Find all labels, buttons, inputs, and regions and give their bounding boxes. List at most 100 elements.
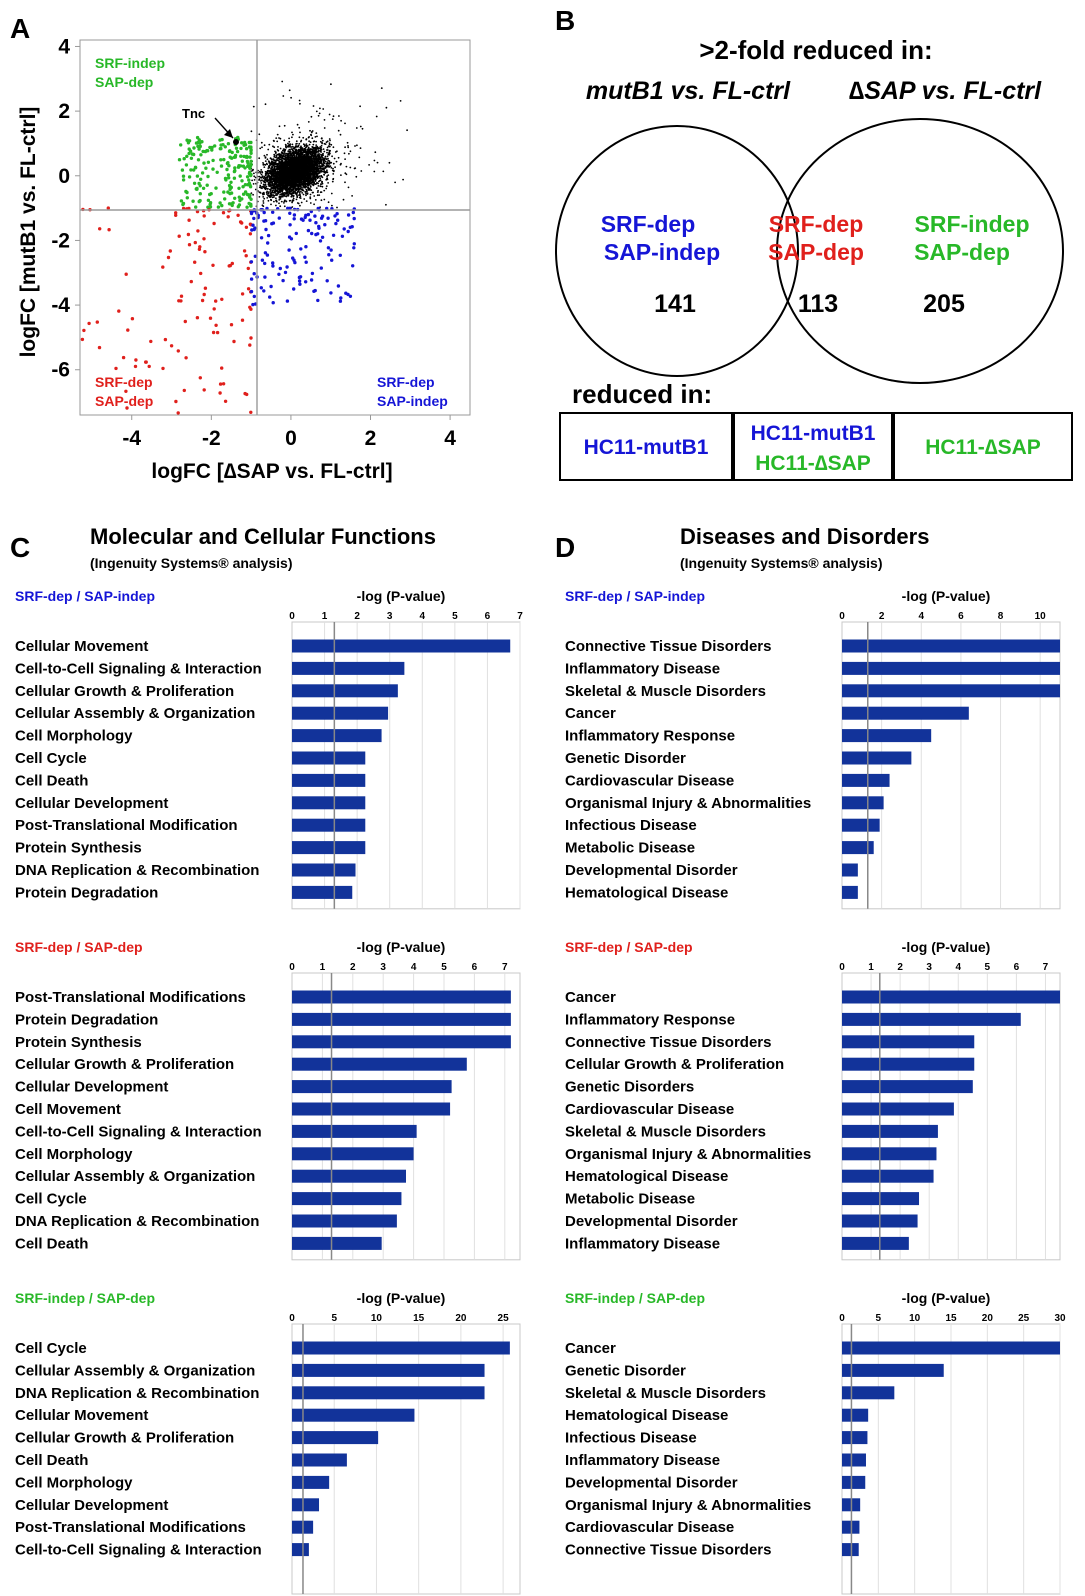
scatter-point: [327, 162, 330, 165]
scatter-point: [297, 279, 302, 283]
scatter-point: [269, 163, 272, 166]
scatter-point: [271, 261, 275, 265]
scatter-point: [323, 158, 326, 161]
scatter-point: [245, 205, 249, 209]
scatter-point: [161, 265, 165, 269]
scatter-point: [276, 159, 279, 162]
scatter-point: [287, 178, 290, 181]
scatter-point: [290, 161, 293, 164]
scatter-point: [323, 189, 326, 192]
scatter-point: [306, 160, 309, 163]
scatter-point: [121, 355, 126, 360]
scatter-point: [242, 249, 247, 253]
scatter-point: [192, 168, 196, 172]
scatter-point: [319, 185, 322, 188]
scatter-point: [237, 203, 242, 207]
scatter-point: [263, 197, 266, 200]
scatter-point: [394, 181, 396, 184]
scatter-point: [285, 152, 288, 155]
scatter-point: [298, 275, 303, 279]
scatter-point: [202, 292, 206, 297]
scatter-point: [306, 228, 311, 233]
scatter-point: [323, 162, 326, 165]
scatter-point: [275, 199, 277, 202]
scatter-point: [221, 211, 226, 215]
scatter-point: [346, 141, 349, 144]
scatter-point: [194, 187, 198, 191]
scatter-point: [291, 165, 294, 168]
scatter-point: [325, 158, 328, 161]
scatter-point: [238, 174, 242, 178]
scatter-point: [300, 145, 302, 148]
scatter-point: [265, 174, 267, 176]
scatter-point: [266, 241, 270, 245]
scatter-point: [305, 178, 308, 181]
scatter-point: [292, 213, 297, 217]
scatter-point: [303, 164, 306, 166]
scatter-point: [326, 169, 328, 172]
scatter-point: [318, 194, 321, 197]
scatter-point: [314, 163, 316, 166]
scatter-point: [322, 161, 325, 164]
scatter-point: [293, 164, 296, 166]
scatter-point: [291, 131, 293, 134]
scatter-point: [261, 204, 264, 207]
scatter-point: [280, 188, 283, 190]
scatter-point: [293, 146, 296, 149]
scatter-point: [199, 177, 203, 181]
scatter-point: [196, 229, 200, 233]
scatter-point: [385, 203, 387, 206]
scatter-point: [315, 173, 318, 175]
scatter-point: [227, 202, 232, 206]
scatter-point: [295, 187, 298, 190]
scatter-point: [325, 163, 328, 165]
scatter-point: [298, 126, 301, 129]
scatter-point: [325, 185, 328, 188]
scatter-point: [308, 218, 312, 222]
scatter-point: [309, 278, 314, 282]
scatter-point: [314, 154, 316, 157]
scatter-point: [287, 155, 290, 158]
scatter-point: [315, 132, 318, 135]
scatter-point: [286, 180, 288, 183]
scatter-point: [301, 177, 304, 179]
scatter-point: [285, 144, 287, 147]
scatter-point: [339, 296, 343, 300]
scatter-point: [311, 166, 313, 169]
scatter-point: [263, 251, 268, 255]
scatter-point: [289, 163, 292, 166]
scatter-point: [283, 148, 286, 151]
scatter-point: [312, 147, 315, 150]
scatter-point: [276, 133, 279, 136]
scatter-point: [271, 162, 274, 165]
scatter-point: [187, 175, 192, 179]
scatter-point: [298, 99, 301, 102]
scatter-point: [304, 169, 306, 172]
scatter-point: [332, 169, 335, 172]
scatter-point: [303, 167, 306, 170]
scatter-point: [283, 124, 286, 127]
scatter-point: [319, 167, 322, 170]
scatter-point: [323, 173, 325, 176]
scatter-point: [282, 177, 285, 180]
scatter-point: [181, 178, 186, 182]
scatter-point: [297, 187, 300, 189]
scatter-point: [297, 144, 300, 147]
scatter-point: [313, 181, 315, 184]
scatter-point: [288, 167, 291, 170]
scatter-point: [237, 195, 241, 199]
scatter-point: [240, 318, 245, 322]
scatter-point: [316, 165, 319, 168]
scatter-point: [288, 140, 291, 143]
scatter-point: [320, 199, 323, 202]
scatter-point: [264, 164, 267, 166]
scatter-point: [221, 143, 225, 147]
scatter-point: [282, 193, 285, 196]
scatter-point: [220, 366, 224, 370]
scatter-point: [338, 115, 340, 117]
scatter-point: [249, 260, 254, 264]
scatter-point: [263, 144, 266, 147]
scatter-point: [317, 153, 319, 155]
scatter-point: [359, 105, 361, 108]
scatter-point: [291, 171, 293, 174]
